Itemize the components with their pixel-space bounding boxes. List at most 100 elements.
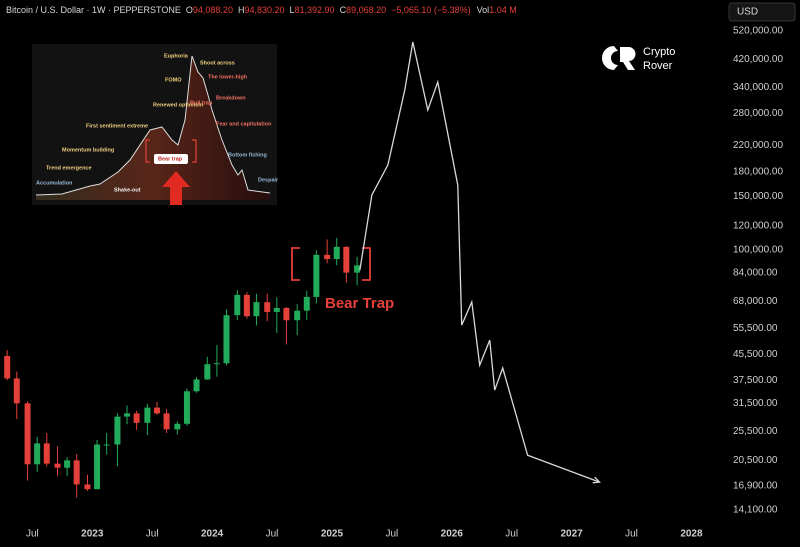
inset-label: FOMO [165, 77, 182, 83]
candle-body [103, 444, 110, 446]
candle-body [4, 355, 11, 379]
candle-body [124, 413, 131, 417]
x-tick-label: 2026 [441, 529, 464, 540]
inset-bracket [145, 139, 197, 163]
inset-label: Shake-out [114, 187, 141, 193]
x-tick-label: Jul [26, 529, 39, 540]
logo-text: Rover [643, 60, 673, 72]
y-tick-label: 340,000.00 [733, 82, 783, 93]
inset-label: Shoot across [200, 60, 235, 66]
inset-label: Bottom fishing [228, 152, 267, 158]
candle-body [34, 443, 41, 465]
y-tick-label: 420,000.00 [733, 54, 783, 65]
candle-body [163, 413, 170, 430]
x-tick-label: 2023 [81, 529, 104, 540]
ohlc-key: H [238, 5, 245, 15]
candle-body [193, 379, 200, 392]
ohlc-key: L [290, 5, 295, 15]
logo-text: Crypto [643, 46, 675, 58]
candle-body [343, 246, 350, 273]
ohlc-key: O [186, 5, 193, 15]
y-tick-label: 100,000.00 [733, 245, 783, 256]
candle-body [54, 463, 61, 468]
inset-label-box [154, 154, 188, 164]
bear-trap-bracket [291, 247, 371, 281]
header-line: Bitcoin / U.S. Dollar · 1W · PEPPERSTONE… [6, 5, 517, 15]
symbol: Bitcoin / U.S. Dollar · 1W · PEPPERSTONE [6, 5, 181, 15]
inset-label: Accumulation [36, 180, 73, 186]
currency: USD [737, 7, 758, 18]
candle-body [84, 484, 91, 490]
candle-body [354, 265, 361, 273]
candle-body [43, 443, 50, 464]
candle-body [253, 302, 260, 317]
inset-label: Bull trap [190, 100, 213, 106]
candle-body [333, 246, 340, 260]
x-tick-label: 2028 [680, 529, 703, 540]
y-tick-label: 16,900.00 [733, 481, 778, 492]
candle-body [273, 307, 280, 312]
inset-curve [35, 55, 271, 196]
x-tick-label: Jul [385, 529, 398, 540]
volume-value: 1.04 M [489, 5, 517, 15]
projection-line [359, 41, 600, 483]
candle-body [174, 423, 181, 430]
candle-body [283, 307, 290, 321]
projection-arrowhead [592, 476, 601, 484]
y-tick-label: 45,500.00 [733, 349, 778, 360]
candle-body [234, 294, 241, 316]
inset-label: Renewed optimism [153, 102, 203, 108]
inset-label: Euphoria [164, 53, 189, 59]
x-tick-label: Jul [266, 529, 279, 540]
inset-label: First sentiment extreme [86, 123, 148, 129]
y-tick-label: 14,100.00 [733, 505, 778, 516]
inset-label: Trend emergence [46, 165, 92, 171]
y-tick-label: 31,500.00 [733, 398, 778, 409]
y-tick-label: 220,000.00 [733, 140, 783, 151]
candle-body [64, 460, 71, 468]
ohlc-value: 81,392.90 [295, 5, 335, 15]
logo: Crypto Rover [602, 46, 675, 72]
volume-key: Vol [477, 5, 490, 15]
ohlc-value: 94,830.20 [244, 5, 284, 15]
candle-body [73, 460, 80, 485]
inset-label: Bear trap [158, 156, 183, 162]
candle-body [204, 364, 211, 380]
candle-body [313, 254, 320, 297]
candle-body [94, 444, 101, 490]
y-tick-label: 25,500.00 [733, 426, 778, 437]
candle-body [294, 310, 301, 321]
candle-body [264, 302, 271, 312]
candle-body [213, 363, 220, 365]
y-tick-label: 180,000.00 [733, 167, 783, 178]
inset-label: Breakdown [216, 95, 246, 101]
y-tick-label: 280,000.00 [733, 108, 783, 119]
y-tick-label: 37,500.00 [733, 375, 778, 386]
y-tick-label: 55,500.00 [733, 323, 778, 334]
inset-label: Fear and capitulation [216, 121, 272, 127]
y-tick-label: 520,000.00 [733, 26, 783, 37]
candle-body [153, 407, 160, 414]
y-tick-label: 120,000.00 [733, 220, 783, 231]
y-tick-label: 84,000.00 [733, 268, 778, 279]
candle-body [243, 294, 250, 317]
y-tick-label: 68,000.00 [733, 296, 778, 307]
y-tick-label: 20,500.00 [733, 455, 778, 466]
change: −5,065.10 (−5.38%) [391, 5, 471, 15]
x-tick-label: 2027 [560, 529, 583, 540]
inset-area [36, 56, 270, 200]
x-tick-label: 2024 [201, 529, 224, 540]
ohlc-key: C [340, 5, 347, 15]
currency-button[interactable] [728, 2, 796, 22]
candle-body [223, 315, 230, 364]
candle-body [114, 416, 121, 445]
candle-body [144, 407, 151, 423]
y-tick-label: 150,000.00 [733, 191, 783, 202]
ohlc-value: 89,068.20 [346, 5, 386, 15]
inset-label: The lower-high [208, 74, 248, 80]
candle-body [133, 413, 140, 423]
x-tick-label: Jul [625, 529, 638, 540]
candle-body [324, 254, 331, 260]
